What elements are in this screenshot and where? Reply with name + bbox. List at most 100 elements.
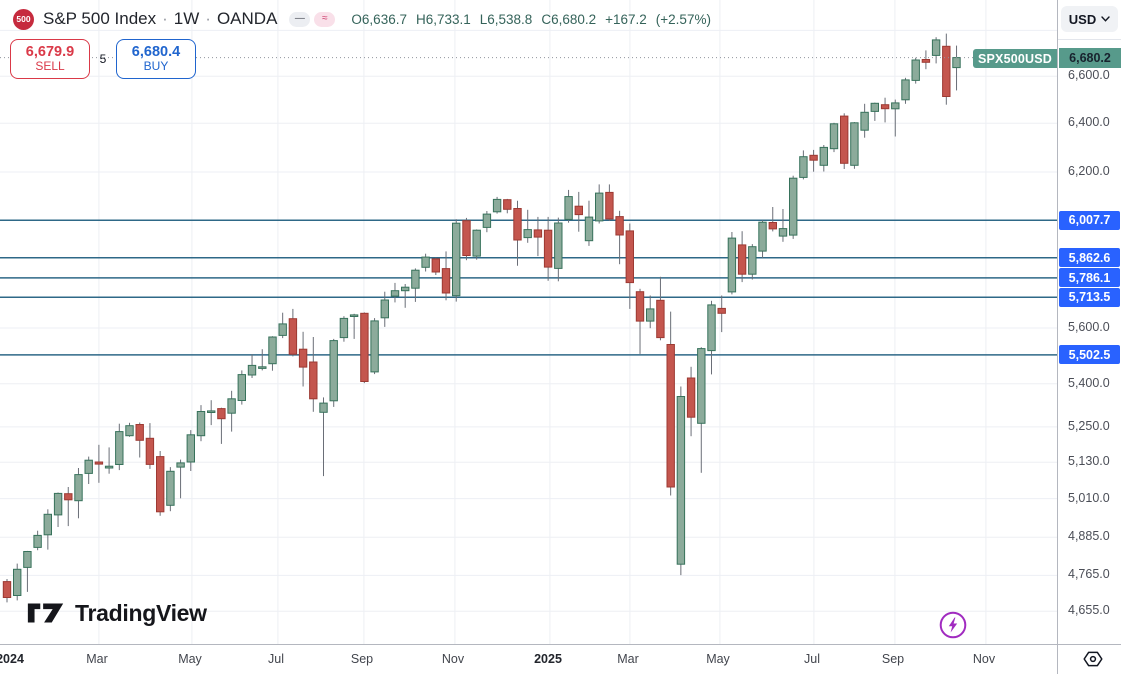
candle xyxy=(349,313,359,339)
time-month-label: Sep xyxy=(350,652,374,666)
symbol-title[interactable]: S&P 500 Index · 1W · OANDA xyxy=(43,9,277,29)
candle xyxy=(860,103,869,138)
price-tick-label: 4,885.0 xyxy=(1068,529,1110,544)
close-value: C6,680.2 xyxy=(541,11,597,27)
time-year-label: 2024 xyxy=(0,652,24,666)
symbol-name: S&P 500 Index xyxy=(43,9,157,28)
approx-chip-icon[interactable]: ≈ xyxy=(314,11,336,27)
buy-button[interactable]: 6,680.4 BUY xyxy=(116,39,196,79)
buy-price: 6,680.4 xyxy=(131,43,181,60)
candle xyxy=(462,217,471,261)
candle xyxy=(513,200,522,266)
candle xyxy=(390,282,400,303)
open-value: O6,636.7 xyxy=(351,11,407,27)
candle xyxy=(94,444,104,483)
candle xyxy=(319,397,328,477)
candle xyxy=(615,210,624,265)
price-tick-label: 4,765.0 xyxy=(1068,567,1110,582)
candle xyxy=(942,33,951,105)
candle xyxy=(104,447,114,474)
candle xyxy=(625,223,634,309)
chart-legend: 500 S&P 500 Index · 1W · OANDA — ≈ O6,63… xyxy=(0,0,711,38)
candle xyxy=(891,99,900,137)
candle xyxy=(247,354,257,378)
candle xyxy=(217,407,226,444)
candle xyxy=(503,198,512,214)
candle xyxy=(646,295,655,329)
spread-value: 5 xyxy=(99,52,107,66)
time-month-label: Jul xyxy=(804,652,820,666)
candle xyxy=(227,390,236,432)
candle xyxy=(237,370,247,405)
lightning-button[interactable] xyxy=(938,610,968,640)
price-tick-label: 5,130.0 xyxy=(1068,454,1110,469)
candle xyxy=(656,276,665,341)
candle xyxy=(492,196,502,214)
candlestick-chart[interactable] xyxy=(0,0,1057,644)
candle xyxy=(339,316,349,342)
candle xyxy=(901,77,910,104)
candle xyxy=(370,318,379,375)
price-tick-label: 5,400.0 xyxy=(1068,375,1110,390)
legend-chips: — ≈ xyxy=(289,11,336,27)
time-axis[interactable]: 2024 Mar May Jul Sep Nov 2025 Mar May Jul Sep Nov xyxy=(0,645,1121,674)
candle xyxy=(870,102,879,121)
price-level-badge: 5,862.6 xyxy=(1059,248,1120,268)
candle xyxy=(207,400,216,426)
currency-label: USD xyxy=(1068,11,1097,27)
currency-selector[interactable]: USD xyxy=(1061,6,1118,32)
candle xyxy=(186,430,196,471)
tradingview-logo-text: TradingView xyxy=(75,599,207,626)
hexagon-settings-button[interactable] xyxy=(1081,647,1105,671)
candle xyxy=(43,509,52,550)
price-level-badge: 5,713.5 xyxy=(1059,287,1120,307)
candle xyxy=(840,113,849,169)
tradingview-logo[interactable]: TradingView xyxy=(25,597,207,629)
axis-header-separator xyxy=(1058,39,1121,40)
time-year-label: 2025 xyxy=(534,652,562,666)
minus-chip-icon[interactable]: — xyxy=(289,11,311,27)
candle xyxy=(737,231,747,283)
price-tick-label: 5,010.0 xyxy=(1068,490,1110,505)
vertical-gridlines xyxy=(98,0,987,644)
candle xyxy=(809,149,818,172)
candle xyxy=(748,244,757,280)
candle xyxy=(543,216,553,281)
candle xyxy=(298,331,308,387)
symbol-logo: 500 xyxy=(13,8,34,30)
title-separator: · xyxy=(162,9,168,28)
candle xyxy=(931,37,941,64)
candle xyxy=(84,456,93,484)
axis-horizontal-separator xyxy=(0,644,1121,645)
sell-label: SELL xyxy=(35,59,65,74)
candle xyxy=(574,191,583,232)
sell-button[interactable]: 6,679.9 SELL xyxy=(10,39,90,79)
candle xyxy=(13,563,22,601)
price-level-badge: 5,502.5 xyxy=(1059,345,1120,365)
interval-label: 1W xyxy=(173,9,200,28)
candle xyxy=(156,451,165,516)
price-tick-label: 6,600.0 xyxy=(1068,68,1110,83)
candle xyxy=(23,550,32,592)
price-level-lines[interactable] xyxy=(0,219,1057,356)
candle xyxy=(145,423,155,469)
candle xyxy=(595,184,604,224)
candle xyxy=(472,229,481,260)
candle xyxy=(666,311,675,496)
candle xyxy=(360,312,369,384)
candle xyxy=(411,268,420,302)
high-value: H6,733.1 xyxy=(415,11,471,27)
price-axis[interactable]: USD 6,680.2 6,600.0 6,400.0 6,200.0 5,600.0… xyxy=(1058,0,1121,644)
candle xyxy=(523,209,532,243)
candle xyxy=(799,150,808,180)
time-month-label: Jul xyxy=(268,652,284,666)
candle xyxy=(676,386,686,576)
low-value: L6,538.8 xyxy=(479,11,533,27)
time-month-label: Sep xyxy=(881,652,905,666)
candle xyxy=(176,459,185,499)
candle xyxy=(778,209,788,242)
title-separator: · xyxy=(205,9,211,28)
tradingview-logo-icon xyxy=(27,603,64,623)
price-level-badge: 6,007.7 xyxy=(1059,210,1120,230)
